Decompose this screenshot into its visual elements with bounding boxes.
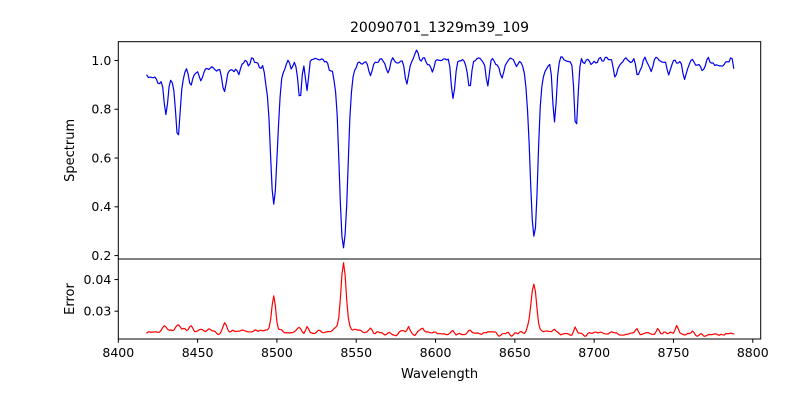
chart-title: 20090701_1329m39_109 [350, 20, 529, 36]
spectrum-y-tick-label: 0.4 [91, 199, 111, 214]
spectrum-y-tick-label: 0.6 [91, 150, 111, 165]
spectrum-y-tick-label: 0.8 [91, 102, 111, 117]
x-tick-label: 8750 [658, 345, 690, 360]
error-y-tick-label: 0.04 [83, 272, 111, 287]
error-series-line [146, 262, 735, 337]
error-y-axis-label: Error [63, 283, 78, 315]
x-tick-label: 8500 [261, 345, 293, 360]
x-tick-label: 8400 [102, 345, 134, 360]
spectrum-y-ticks: 0.2 0.4 0.6 0.8 1.0 [91, 53, 119, 263]
x-axis-ticks: 8400 8450 8500 8550 8600 8650 8700 8750 8800 [102, 339, 769, 360]
x-tick-label: 8450 [182, 345, 214, 360]
spectrum-y-axis-label: Spectrum [63, 119, 78, 182]
error-panel: 0.03 0.04 [83, 258, 762, 340]
spectrum-series-line [146, 49, 735, 249]
x-tick-label: 8650 [499, 345, 531, 360]
error-y-ticks: 0.03 0.04 [83, 272, 119, 318]
x-tick-label: 8600 [420, 345, 452, 360]
x-tick-label: 8550 [340, 345, 372, 360]
error-y-tick-label: 0.03 [83, 303, 111, 318]
x-tick-label: 8800 [737, 345, 769, 360]
error-panel-border [117, 258, 762, 340]
spectrum-y-tick-label: 1.0 [91, 53, 111, 68]
x-tick-label: 8700 [578, 345, 610, 360]
x-axis-label: Wavelength [401, 367, 478, 382]
spectrum-y-tick-label: 0.2 [91, 248, 111, 263]
